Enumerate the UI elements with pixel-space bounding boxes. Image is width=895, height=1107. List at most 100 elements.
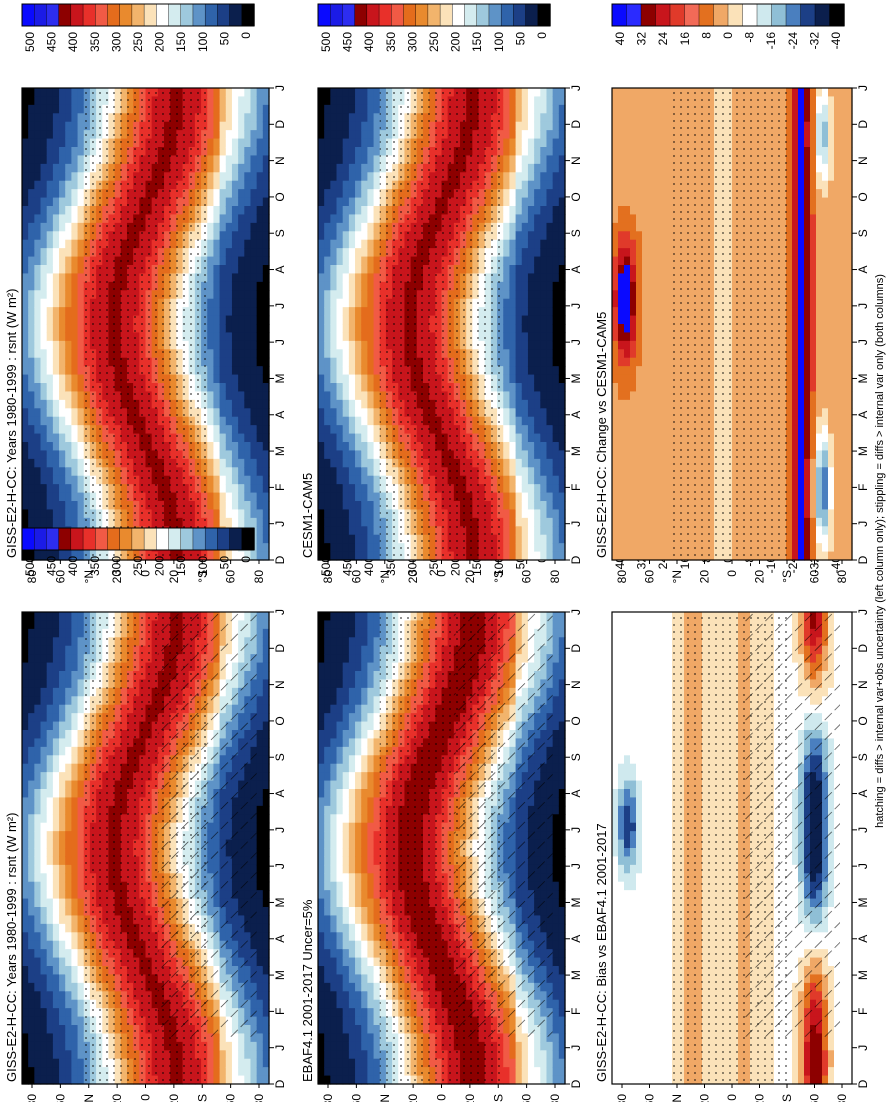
- heatmap-cell: [349, 1033, 356, 1042]
- heatmap-cell: [207, 467, 214, 476]
- heatmap-cell: [34, 1017, 41, 1026]
- heatmap-cell: [22, 663, 29, 672]
- heatmap-cell: [343, 941, 350, 950]
- heatmap-cell: [71, 358, 78, 367]
- heatmap-cell: [318, 755, 325, 764]
- heatmap-cell: [53, 1025, 60, 1034]
- heatmap-cell: [28, 1050, 35, 1059]
- heatmap-cell: [207, 223, 214, 232]
- heatmap-cell: [28, 189, 35, 198]
- heatmap-cell: [34, 476, 41, 485]
- heatmap-cell: [337, 688, 344, 697]
- heatmap-cell: [238, 349, 245, 358]
- month-tick-label: N: [273, 156, 287, 165]
- heatmap-cell: [250, 332, 257, 341]
- heatmap-cell: [213, 476, 220, 485]
- heatmap-cell: [337, 713, 344, 722]
- heatmap-cell: [71, 518, 78, 527]
- heatmap-cell: [47, 713, 54, 722]
- heatmap-cell: [47, 282, 54, 291]
- heatmap-cell: [22, 840, 29, 849]
- heatmap-cell: [232, 324, 239, 333]
- heatmap-cell: [257, 722, 264, 731]
- heatmap-cell: [59, 848, 66, 857]
- heatmap-cell: [318, 949, 325, 958]
- heatmap-cell: [244, 1050, 251, 1059]
- heatmap-cell: [28, 654, 35, 663]
- heatmap-cell: [226, 442, 233, 451]
- heatmap-cell: [71, 865, 78, 874]
- heatmap-cell: [318, 974, 325, 983]
- heatmap-cell: [41, 1076, 48, 1085]
- heatmap-cell: [59, 907, 66, 916]
- heatmap-cell: [28, 806, 35, 815]
- heatmap-cell: [59, 654, 66, 663]
- heatmap-cell: [65, 105, 72, 114]
- heatmap-cell: [343, 814, 350, 823]
- heatmap-cell: [22, 646, 29, 655]
- heatmap-cell: [238, 484, 245, 493]
- heatmap-cell: [343, 890, 350, 899]
- heatmap-cell: [28, 907, 35, 916]
- heatmap-cell: [28, 198, 35, 207]
- heatmap-cell: [22, 831, 29, 840]
- heatmap-cell: [65, 122, 72, 131]
- heatmap-cell: [53, 814, 60, 823]
- heatmap-cell: [65, 991, 72, 1000]
- heatmap-cell: [257, 214, 264, 223]
- heatmap-cell: [22, 164, 29, 173]
- heatmap-cell: [53, 679, 60, 688]
- heatmap-cell: [22, 231, 29, 240]
- heatmap-cell: [257, 223, 264, 232]
- heatmap-cell: [53, 391, 60, 400]
- heatmap-cell: [28, 856, 35, 865]
- heatmap-cell: [78, 907, 85, 916]
- heatmap-cell: [207, 341, 214, 350]
- heatmap-cell: [41, 722, 48, 731]
- heatmap-cell: [78, 181, 85, 190]
- heatmap-cell: [53, 509, 60, 518]
- heatmap-cell: [324, 1025, 331, 1034]
- heatmap-cell: [65, 1017, 72, 1026]
- heatmap-cell: [34, 189, 41, 198]
- heatmap-cell: [250, 231, 257, 240]
- heatmap-cell: [78, 484, 85, 493]
- heatmap-cell: [78, 882, 85, 891]
- heatmap-cell: [34, 705, 41, 714]
- heatmap-cell: [65, 789, 72, 798]
- heatmap-cell: [343, 1008, 350, 1017]
- heatmap-cell: [244, 172, 251, 181]
- heatmap-cell: [41, 797, 48, 806]
- heatmap-cell: [41, 789, 48, 798]
- heatmap-cell: [65, 240, 72, 249]
- heatmap-cell: [22, 924, 29, 933]
- heatmap-cell: [22, 341, 29, 350]
- heatmap-cell: [355, 730, 362, 739]
- heatmap-cell: [207, 501, 214, 510]
- heatmap-cell: [34, 865, 41, 874]
- heatmap-cell: [207, 198, 214, 207]
- heatmap-cell: [47, 1059, 54, 1068]
- heatmap-cell: [244, 139, 251, 148]
- heatmap-cell: [59, 856, 66, 865]
- heatmap-cell: [220, 349, 227, 358]
- heatmap-cell: [28, 958, 35, 967]
- heatmap-cell: [226, 391, 233, 400]
- heatmap-cell: [53, 747, 60, 756]
- heatmap-cell: [257, 96, 264, 105]
- colorbar-swatch: [120, 4, 133, 26]
- heatmap-cell: [53, 147, 60, 156]
- heatmap-cell: [220, 366, 227, 375]
- heatmap-cell: [337, 882, 344, 891]
- heatmap-cell: [78, 755, 85, 764]
- heatmap-cell: [207, 181, 214, 190]
- colorbar-label: 150: [174, 556, 188, 576]
- heatmap-cell: [250, 282, 257, 291]
- heatmap-cell: [343, 932, 350, 941]
- heatmap-cell: [53, 139, 60, 148]
- heatmap-cell: [47, 341, 54, 350]
- heatmap-cell: [213, 248, 220, 257]
- heatmap-cell: [226, 1076, 233, 1085]
- colorbar-swatch: [22, 528, 35, 550]
- heatmap-cell: [41, 966, 48, 975]
